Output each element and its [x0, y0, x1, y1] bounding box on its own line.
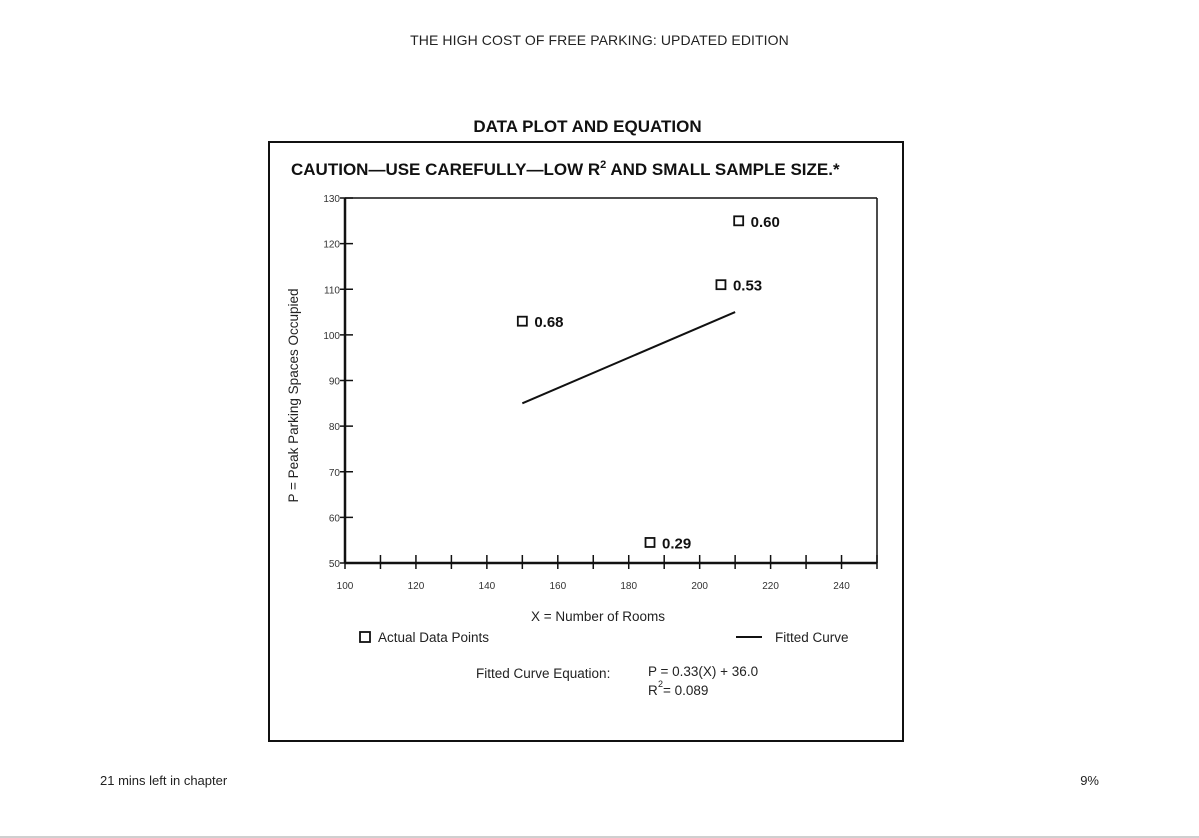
- x-tick-label: 160: [549, 581, 566, 592]
- legend-marker-points: [359, 631, 371, 643]
- y-tick-label: 60: [329, 513, 341, 524]
- y-tick-label: 130: [323, 194, 340, 205]
- time-left-in-chapter: 21 mins left in chapter: [100, 773, 228, 788]
- y-tick-label: 50: [329, 559, 341, 570]
- data-point-marker: [644, 537, 656, 548]
- legend-label-fitted: Fitted Curve: [775, 630, 849, 645]
- data-point-label: 0.60: [751, 214, 780, 231]
- equation-line: P = 0.33(X) + 36.0: [648, 664, 758, 679]
- legend-label-points: Actual Data Points: [378, 630, 489, 645]
- y-tick-label: 110: [324, 285, 340, 296]
- y-tick-label: 70: [329, 468, 341, 479]
- chart-title: DATA PLOT AND EQUATION: [473, 117, 702, 136]
- y-tick-label: 80: [329, 422, 341, 433]
- x-tick-label: 220: [762, 581, 779, 592]
- bottom-divider: [0, 836, 1199, 838]
- fitted-curve-line: [521, 311, 736, 405]
- y-tick-label: 120: [323, 240, 340, 251]
- x-tick-label: 200: [691, 581, 708, 592]
- data-point-label: 0.53: [733, 278, 762, 295]
- data-point-label: 0.68: [534, 314, 563, 331]
- x-axis-label: X = Number of Rooms: [531, 609, 665, 624]
- y-tick-label: 100: [323, 331, 340, 342]
- caution-text-rest: AND SMALL SAMPLE SIZE.*: [606, 160, 840, 179]
- x-tick-label: 120: [408, 581, 425, 592]
- figure-frame: [268, 141, 904, 742]
- data-point-marker: [516, 315, 528, 327]
- book-title: THE HIGH COST OF FREE PARKING: UPDATED E…: [410, 32, 789, 48]
- data-point-marker: [733, 215, 745, 227]
- data-point-label: 0.29: [662, 535, 691, 552]
- y-axis-label: P = Peak Parking Spaces Occupied: [286, 288, 301, 502]
- r-squared-symbol: R: [648, 683, 658, 698]
- caution-text: CAUTION—USE CAREFULLY—LOW R: [291, 160, 601, 179]
- caution-subtitle: CAUTION—USE CAREFULLY—LOW R2 AND SMALL S…: [291, 160, 901, 180]
- x-tick-label: 100: [337, 581, 354, 592]
- y-tick-label: 90: [329, 377, 341, 388]
- equation-label: Fitted Curve Equation:: [476, 666, 610, 681]
- x-tick-label: 180: [620, 581, 637, 592]
- r-squared-value: = 0.089: [663, 683, 708, 698]
- caution-superscript: 2: [600, 159, 607, 171]
- x-tick-label: 240: [833, 581, 850, 592]
- r-squared-superscript: 2: [658, 679, 663, 689]
- x-tick-label: 140: [479, 581, 496, 592]
- reading-progress: 9%: [1080, 773, 1099, 788]
- data-point-marker: [715, 279, 727, 291]
